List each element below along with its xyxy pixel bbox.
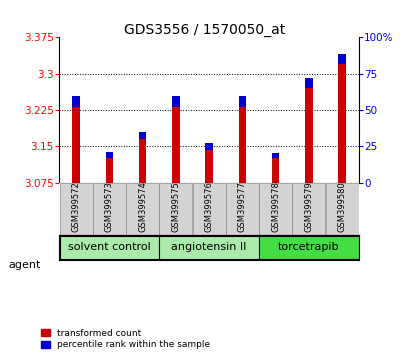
FancyBboxPatch shape	[59, 183, 92, 235]
Bar	[304, 88, 312, 183]
FancyBboxPatch shape	[325, 183, 358, 235]
Bar	[106, 158, 113, 183]
FancyBboxPatch shape	[192, 183, 225, 235]
Text: GSM399579: GSM399579	[303, 181, 312, 232]
FancyBboxPatch shape	[225, 183, 258, 235]
Bar	[172, 107, 179, 183]
Text: GSM399576: GSM399576	[204, 181, 213, 232]
Bar	[238, 107, 245, 183]
Text: GSM399574: GSM399574	[138, 181, 147, 232]
Text: agent: agent	[8, 261, 40, 270]
Bar	[271, 153, 279, 158]
Text: GSM399573: GSM399573	[105, 181, 114, 232]
FancyBboxPatch shape	[59, 236, 159, 259]
Bar	[172, 96, 179, 107]
Bar	[139, 132, 146, 139]
Legend: transformed count, percentile rank within the sample: transformed count, percentile rank withi…	[41, 329, 209, 349]
Text: GDS3556 / 1570050_at: GDS3556 / 1570050_at	[124, 23, 285, 37]
FancyBboxPatch shape	[292, 183, 325, 235]
FancyBboxPatch shape	[92, 183, 126, 235]
Bar	[238, 96, 245, 107]
FancyBboxPatch shape	[258, 183, 292, 235]
Text: GSM399578: GSM399578	[270, 181, 279, 232]
Text: GSM399577: GSM399577	[237, 181, 246, 232]
Bar	[205, 143, 212, 150]
Bar	[106, 152, 113, 158]
Bar	[271, 158, 279, 183]
FancyBboxPatch shape	[159, 236, 258, 259]
Text: GSM399575: GSM399575	[171, 181, 180, 232]
Text: GSM399580: GSM399580	[337, 181, 346, 232]
FancyBboxPatch shape	[159, 183, 192, 235]
Bar	[337, 54, 345, 64]
Text: angiotensin II: angiotensin II	[171, 242, 246, 252]
Bar	[72, 107, 80, 183]
Bar	[139, 139, 146, 183]
FancyBboxPatch shape	[258, 236, 358, 259]
Bar	[337, 64, 345, 183]
Bar	[205, 150, 212, 183]
Text: GSM399572: GSM399572	[72, 181, 81, 232]
FancyBboxPatch shape	[126, 183, 159, 235]
Bar	[72, 96, 80, 107]
Bar	[304, 78, 312, 88]
Text: torcetrapib: torcetrapib	[277, 242, 339, 252]
Text: solvent control: solvent control	[68, 242, 151, 252]
